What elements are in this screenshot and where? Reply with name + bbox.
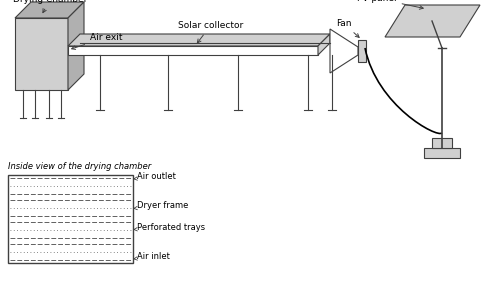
Polygon shape (330, 29, 358, 73)
Text: Drying Chamber: Drying Chamber (13, 0, 88, 13)
Text: Air inlet: Air inlet (134, 252, 170, 261)
Text: PV panel: PV panel (357, 0, 423, 9)
Bar (358, 40, 366, 62)
Polygon shape (68, 46, 318, 55)
Polygon shape (318, 34, 330, 55)
Text: Air outlet: Air outlet (134, 172, 176, 181)
Text: Fan: Fan (336, 19, 359, 37)
Bar (424, 148, 460, 158)
Text: Solar collector: Solar collector (178, 21, 243, 43)
Bar (8, 175, 133, 263)
Text: Dryer frame: Dryer frame (134, 201, 188, 210)
Bar (432, 138, 452, 148)
Polygon shape (68, 34, 330, 46)
Polygon shape (385, 5, 480, 37)
Text: Air exit: Air exit (72, 33, 122, 49)
Polygon shape (68, 2, 84, 90)
Bar (15, 18, 68, 90)
Polygon shape (15, 2, 84, 18)
Text: Inside view of the drying chamber: Inside view of the drying chamber (8, 162, 151, 171)
Text: Perforated trays: Perforated trays (134, 223, 205, 231)
